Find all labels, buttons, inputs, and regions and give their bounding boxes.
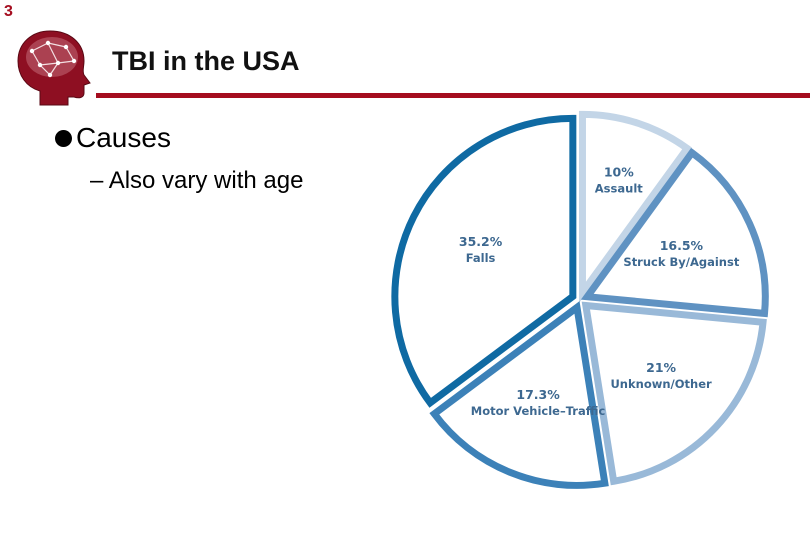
pie-slice-3 — [429, 301, 609, 489]
bullet-dot-icon — [55, 129, 72, 147]
slide-title: TBI in the USA — [112, 46, 300, 76]
slice-percent-label: 10% — [604, 165, 634, 180]
sub-bullet-text: – Also vary with age — [90, 167, 304, 194]
slice-category-label: Motor Vehicle–Traffic — [471, 404, 606, 418]
pie-slice-4 — [391, 114, 577, 408]
slice-percent-label: 21% — [646, 360, 676, 375]
slice-category-label: Falls — [466, 251, 496, 265]
slide-number: 3 — [4, 3, 13, 20]
bullet-text: Causes — [76, 122, 171, 153]
pie-slice-2 — [581, 301, 767, 486]
title-divider — [96, 93, 810, 98]
pie-slice-0 — [578, 110, 692, 304]
slice-percent-label: 16.5% — [660, 238, 704, 253]
slice-percent-label: 17.3% — [516, 387, 560, 402]
bullet-item: Causes — [55, 122, 171, 154]
pie-slice-1 — [580, 147, 769, 318]
slice-percent-label: 35.2% — [459, 234, 503, 249]
head-brain-icon — [17, 30, 91, 106]
slice-category-label: Assault — [595, 182, 643, 196]
slice-category-label: Struck By/Against — [623, 255, 739, 269]
slice-category-label: Unknown/Other — [610, 377, 712, 391]
